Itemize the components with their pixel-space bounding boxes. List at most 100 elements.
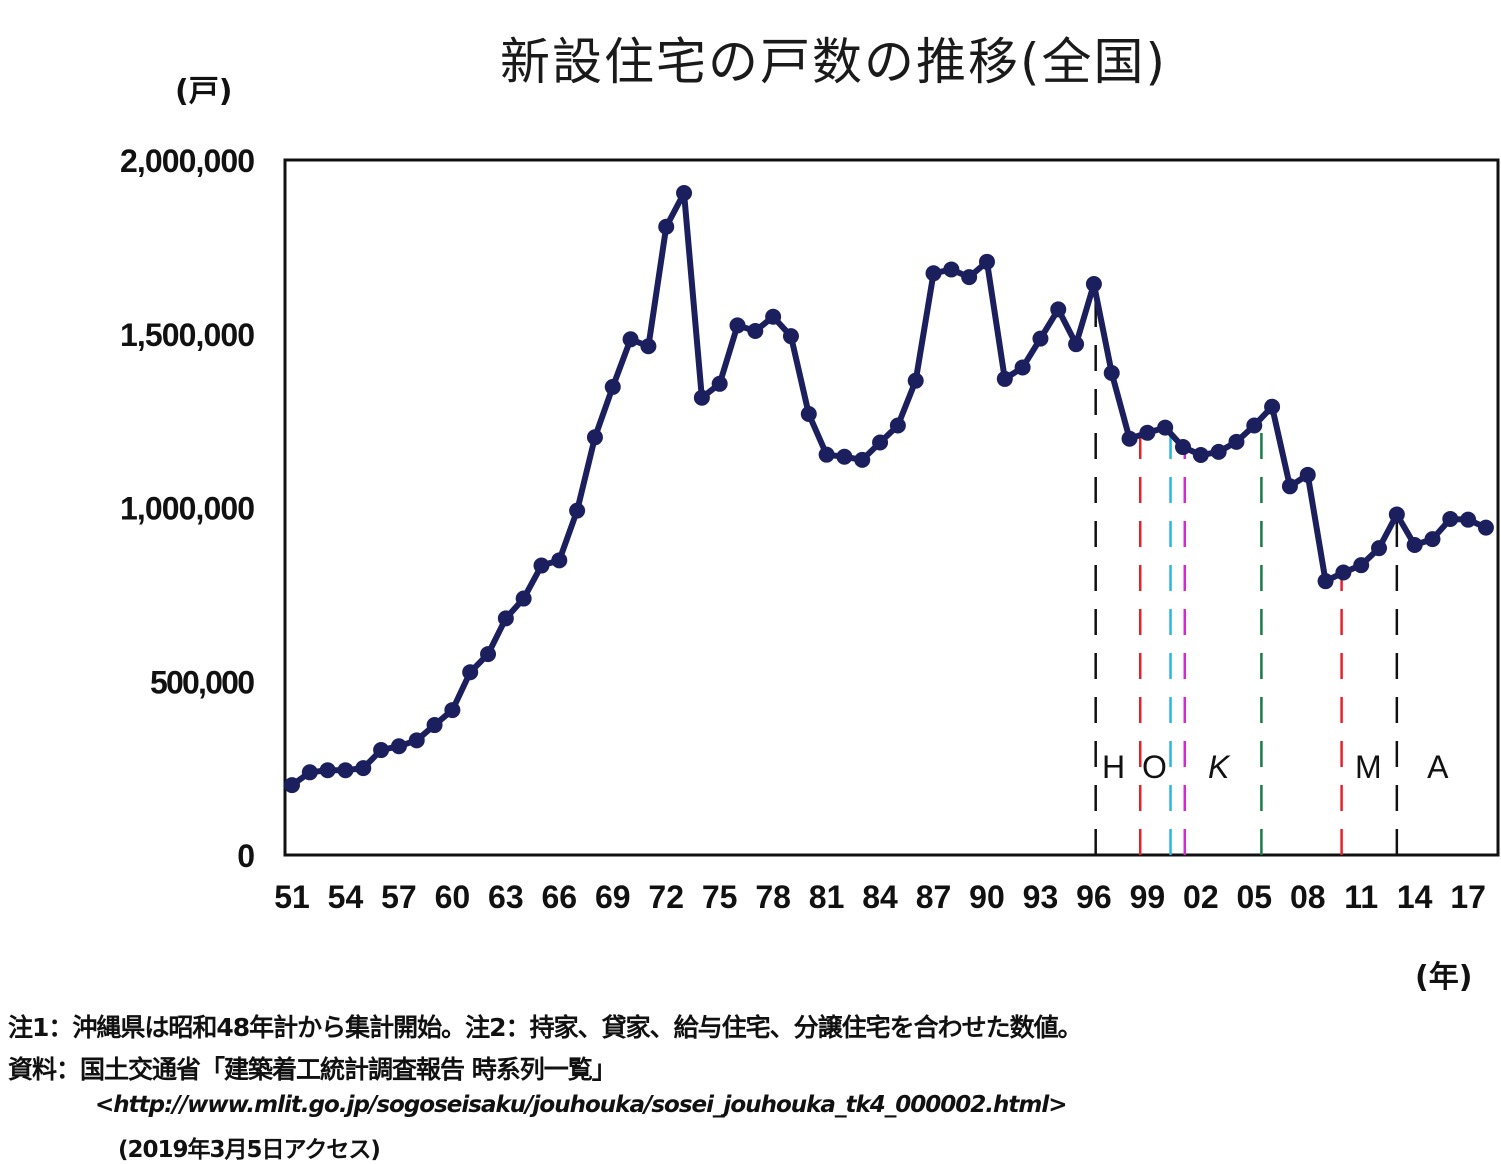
data-point [729,317,746,334]
data-point [872,434,889,451]
data-point [693,389,710,406]
x-tick-label: 17 [1450,879,1486,915]
y-axis-unit: (戸) [175,74,233,109]
data-point [800,406,817,423]
x-tick-label: 78 [755,879,791,915]
data-point [1388,506,1405,523]
data-point [284,777,300,794]
data-point [355,760,372,777]
data-point [889,417,906,434]
data-point [854,451,871,468]
source-url: <http://www.mlit.go.jp/sogoseisaku/jouho… [95,1092,1067,1118]
data-point [658,218,675,235]
data-point [497,610,514,627]
data-point [1014,359,1031,376]
data-point [1139,424,1156,441]
access-date: (2019年3月5日アクセス) [118,1137,381,1163]
y-tick-label: 2,000,000 [120,143,255,179]
data-point [1335,564,1352,581]
data-point [444,702,461,719]
data-point [337,762,354,779]
data-point [390,738,407,755]
period-label: H [1102,749,1125,785]
y-tick-label: 1,500,000 [120,317,255,353]
data-point [1281,478,1298,495]
x-tick-label: 51 [274,879,310,915]
x-tick-label: 02 [1183,879,1219,915]
x-tick-label: 75 [702,879,738,915]
data-point [515,590,532,607]
data-point [551,552,568,569]
y-tick-label: 500,000 [150,664,255,700]
data-point [943,261,960,278]
data-point [480,646,497,663]
data-point [925,265,942,282]
x-tick-label: 84 [862,879,898,915]
data-point [676,185,693,202]
data-point [1121,430,1138,447]
data-point [1210,443,1227,460]
x-tick-label: 05 [1236,879,1272,915]
data-point [747,322,764,339]
data-point [907,372,924,389]
data-point [1157,419,1174,436]
data-point [604,378,621,395]
data-point [1175,439,1191,456]
data-point [1103,365,1120,382]
x-tick-label: 11 [1344,879,1378,915]
data-point [1228,433,1245,450]
data-point [533,557,550,574]
plot-frame [283,158,1500,857]
period-label: K [1208,749,1231,785]
data-point [961,269,978,286]
data-point [586,429,603,446]
x-tick-label: 90 [969,879,1005,915]
x-tick-label: 72 [648,879,684,915]
data-point [1264,398,1281,415]
x-tick-label: 69 [595,879,631,915]
data-point [1317,573,1334,590]
period-label: M [1355,749,1382,785]
x-tick-label: 93 [1023,879,1059,915]
x-tick-label: 57 [381,879,417,915]
data-point [1424,531,1441,548]
data-point [1299,466,1316,483]
data-point [1068,336,1085,353]
data-point [711,375,728,392]
period-label: A [1427,749,1449,785]
data-point [1477,519,1494,536]
x-tick-label: 96 [1076,879,1112,915]
source-line: 資料：国土交通省「建築着工統計調査報告 時系列一覧」 [8,1055,617,1084]
data-point [373,742,390,759]
line-chart: H O K M A 0 500,000 1,000,000 1,500,000 2,000,000… [120,143,1500,915]
data-point [408,732,425,749]
data-point [1085,276,1102,293]
x-tick-label: 08 [1290,879,1326,915]
data-point [1246,417,1263,434]
data-point [818,446,835,463]
data-point [301,764,318,781]
series-line [290,190,1488,788]
y-tick-label: 0 [237,838,255,874]
data-point [1050,301,1067,318]
data-point [1442,510,1459,527]
data-point [1032,330,1049,347]
data-point [1406,537,1423,554]
x-tick-label: 81 [809,879,845,915]
x-tick-label: 87 [916,879,952,915]
x-tick-label: 99 [1130,879,1166,915]
period-label: O [1142,749,1167,785]
x-tick-label: 54 [328,879,364,915]
data-point [782,328,799,345]
x-tick-label: 66 [542,879,578,915]
chart-title: 新設住宅の戸数の推移(全国) [500,33,1168,91]
x-tick-label: 60 [435,879,471,915]
data-point [319,762,336,779]
data-point [996,370,1013,387]
data-point [1371,540,1388,557]
note-line-1: 注1：沖縄県は昭和48年計から集計開始。注2：持家、貸家、給与住宅、分譲住宅を合… [8,1013,1083,1042]
data-point [1460,511,1477,528]
data-point [426,717,443,734]
x-tick-label: 14 [1397,879,1433,915]
data-point [1353,557,1370,574]
